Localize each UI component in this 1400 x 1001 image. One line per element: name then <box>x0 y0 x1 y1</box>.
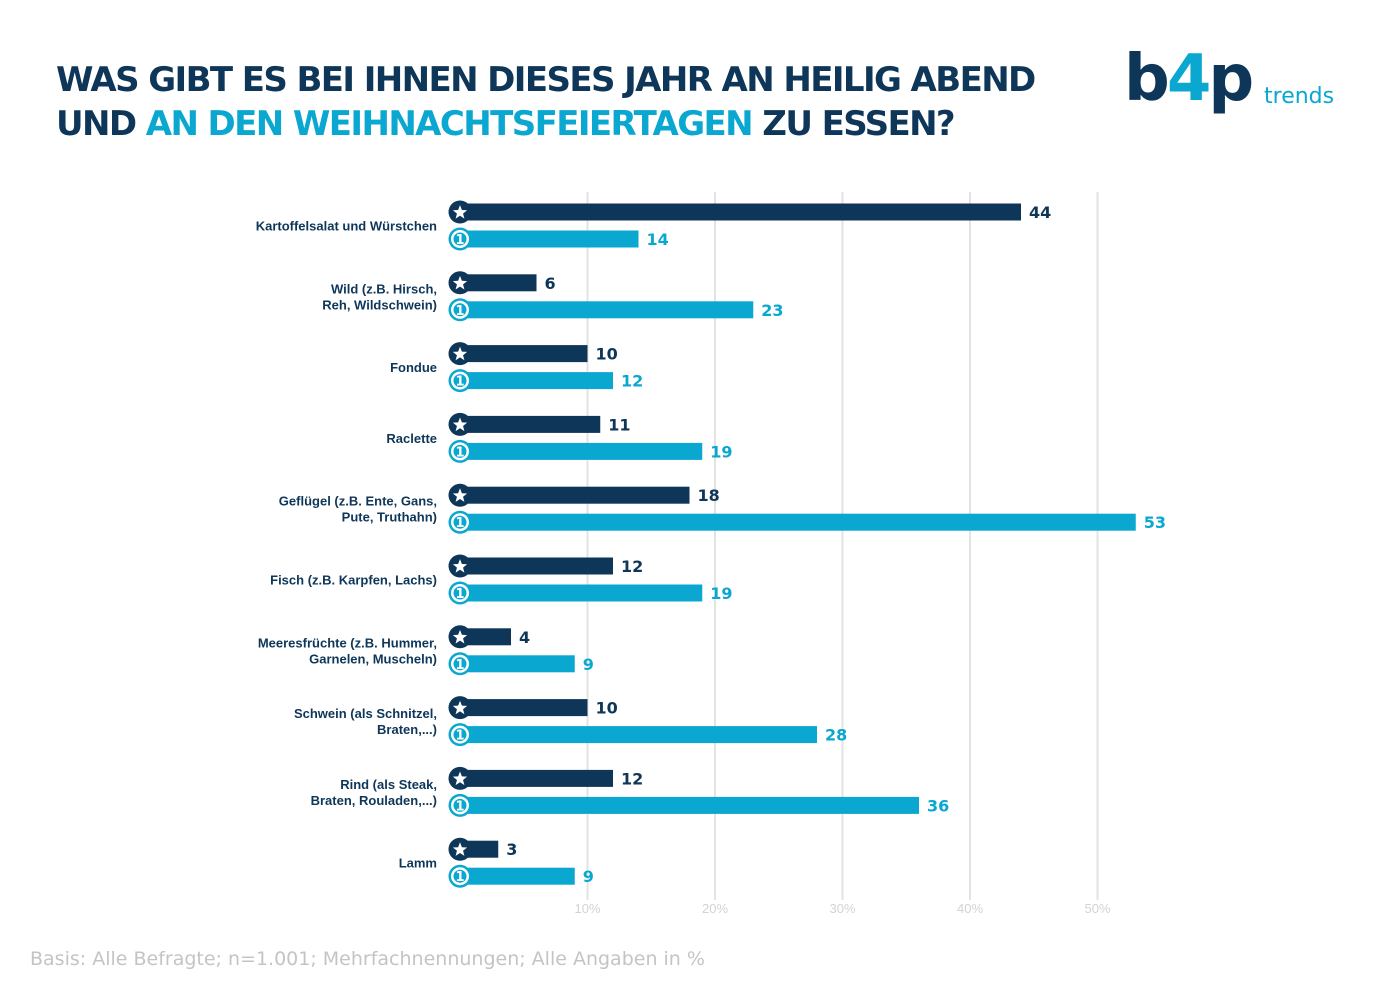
bar <box>460 372 613 390</box>
one-icon-core <box>453 303 467 317</box>
x-tick-label: 10% <box>574 901 600 916</box>
chart-title: WAS GIBT ES BEI IHNEN DIESES JAHR AN HEI… <box>56 58 1036 146</box>
data-label: 19 <box>710 442 732 461</box>
data-label: 18 <box>698 486 720 505</box>
data-label: 10 <box>596 699 618 718</box>
star-glyph <box>452 629 468 644</box>
one-glyph: 1 <box>455 233 464 248</box>
bar <box>460 628 511 646</box>
bar <box>460 415 601 433</box>
category-label: Lamm <box>399 856 437 871</box>
b4p-logo: b4p trends <box>1124 42 1364 130</box>
title-line1: WAS GIBT ES BEI IHNEN DIESES JAHR AN HEI… <box>56 60 1036 100</box>
star-glyph <box>452 771 468 786</box>
data-label: 10 <box>596 345 618 364</box>
star-glyph <box>452 346 468 361</box>
bar <box>460 699 588 717</box>
x-tick-label: 20% <box>702 901 728 916</box>
data-label: 11 <box>608 415 630 434</box>
title-line2-prefix: UND <box>56 104 137 144</box>
title-line2-highlight: AN DEN WEIHNACHTSFEIERTAGEN <box>145 104 754 144</box>
data-label: 12 <box>621 769 643 788</box>
data-label: 36 <box>927 796 949 815</box>
x-tick-label: 40% <box>957 901 983 916</box>
star-glyph <box>452 559 468 573</box>
bar <box>460 584 703 602</box>
one-glyph: 1 <box>455 445 464 460</box>
data-label: 12 <box>621 557 643 576</box>
one-glyph: 1 <box>455 729 464 744</box>
bar <box>460 345 588 363</box>
logo-mark-4: 4 <box>1166 42 1211 116</box>
category-label: Rind (als Steak, Braten, Rouladen,...) <box>311 777 437 808</box>
category-label: Geflügel (z.B. Ente, Gans, Pute, Truthahn… <box>279 494 437 525</box>
x-tick-label: 50% <box>1084 901 1110 916</box>
star-glyph <box>452 700 468 715</box>
bar <box>460 203 1021 221</box>
star-glyph <box>452 275 468 290</box>
star-glyph <box>452 417 468 432</box>
bar <box>460 557 613 575</box>
data-label: 12 <box>621 372 643 391</box>
bar <box>460 513 1136 531</box>
one-icon-core <box>453 444 467 458</box>
category-label: Wild (z.B. Hirsch, Reh, Wildschwein) <box>322 281 437 312</box>
one-glyph: 1 <box>455 799 464 814</box>
logo-subtitle: trends <box>1264 84 1335 109</box>
data-label: 14 <box>647 230 669 249</box>
category-label: Kartoffelsalat und Würstchen <box>256 219 437 234</box>
category-label: Schwein (als Schnitzel, Braten,...) <box>294 706 437 737</box>
one-icon-core <box>453 798 467 812</box>
bar <box>460 486 690 504</box>
one-glyph: 1 <box>455 516 464 531</box>
one-icon-core <box>453 869 467 883</box>
category-label: Meeresfrüchte (z.B. Hummer, Garnelen, Mus… <box>258 635 437 666</box>
bar <box>460 867 575 885</box>
logo-mark-b: b <box>1124 42 1170 116</box>
bar <box>460 769 613 787</box>
star-glyph <box>452 488 468 502</box>
title-line2-suffix: ZU ESSEN? <box>762 104 955 144</box>
data-label: 9 <box>583 655 594 674</box>
one-icon-core <box>453 232 467 246</box>
data-label: 23 <box>761 301 783 320</box>
star-glyph <box>452 842 468 856</box>
one-icon-core <box>453 586 467 600</box>
bar <box>460 301 754 319</box>
x-tick-label: 30% <box>829 901 855 916</box>
bar <box>460 655 575 673</box>
data-label: 44 <box>1029 203 1051 222</box>
category-label: Raclette <box>386 431 437 446</box>
bar <box>460 230 639 248</box>
category-label: Fisch (z.B. Karpfen, Lachs) <box>270 573 437 588</box>
data-label: 6 <box>545 274 556 293</box>
one-icon-core <box>453 374 467 388</box>
bar <box>460 442 703 460</box>
logo-mark-p: p <box>1208 42 1254 116</box>
data-label: 19 <box>710 584 732 603</box>
one-glyph: 1 <box>455 587 464 602</box>
data-label: 28 <box>825 726 847 745</box>
data-label: 3 <box>506 840 517 859</box>
one-glyph: 1 <box>455 870 464 885</box>
data-label: 9 <box>583 867 594 886</box>
one-glyph: 1 <box>455 304 464 319</box>
one-icon-core <box>453 515 467 529</box>
category-label: Fondue <box>390 360 437 375</box>
one-glyph: 1 <box>455 375 464 390</box>
star-glyph <box>452 205 468 219</box>
one-icon-core <box>453 657 467 671</box>
logo-mark: b4p <box>1124 42 1254 116</box>
bar <box>460 796 919 814</box>
one-glyph: 1 <box>455 658 464 673</box>
data-label: 4 <box>519 628 530 647</box>
data-label: 53 <box>1144 513 1166 532</box>
bar <box>460 726 817 744</box>
one-icon-core <box>453 728 467 742</box>
bar <box>460 274 537 292</box>
footnote: Basis: Alle Befragte; n=1.001; Mehrfachn… <box>30 948 705 970</box>
